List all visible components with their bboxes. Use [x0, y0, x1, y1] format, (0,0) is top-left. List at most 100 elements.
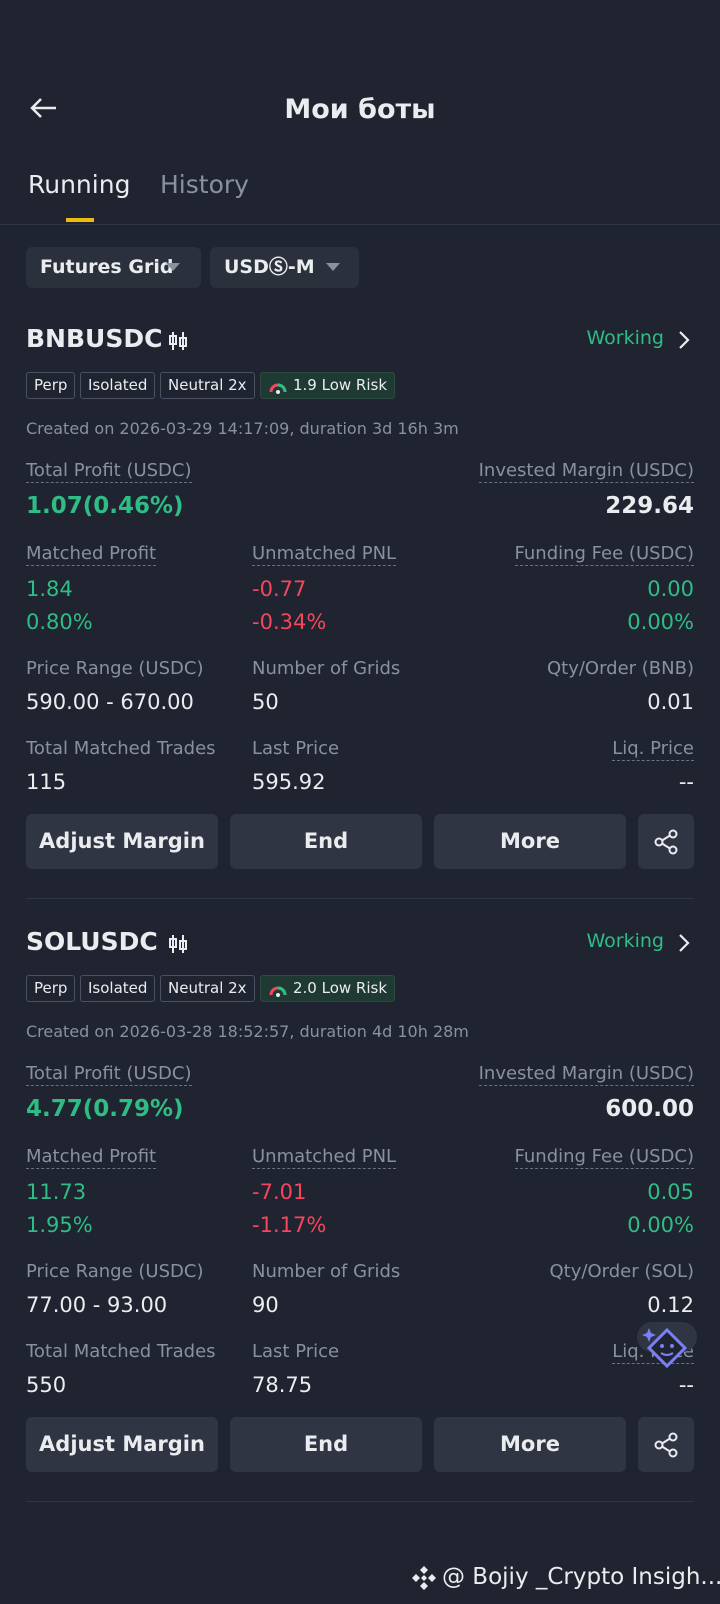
field-value: 595.92: [252, 770, 326, 794]
field-value: -7.01: [252, 1180, 307, 1204]
watermark-logo: [412, 1566, 436, 1590]
field-label: Qty/Order (SOL): [549, 1261, 694, 1282]
field-label: Price Range (USDC): [26, 658, 204, 679]
field-value: --: [678, 770, 694, 794]
bot-status[interactable]: Working: [586, 930, 665, 952]
field-value: 0.00%: [627, 610, 694, 634]
created-info: Created on 2026-03-29 14:17:09, duration…: [26, 419, 459, 438]
action-button[interactable]: End: [230, 814, 422, 869]
chart-icon: [168, 933, 190, 958]
dropdown-icon: [166, 263, 180, 271]
chevron[interactable]: [678, 330, 690, 353]
chart-icon: [168, 330, 190, 355]
field-value: 4.77(0.79%): [26, 1096, 184, 1122]
page-title: Мои боты: [284, 94, 436, 125]
tab[interactable]: Running: [28, 170, 131, 199]
field-label: Funding Fee (USDC): [514, 1146, 694, 1169]
share-button[interactable]: [638, 814, 694, 869]
action-button[interactable]: More: [434, 1417, 626, 1472]
field-label: Matched Profit: [26, 1146, 157, 1169]
field-label: Last Price: [252, 738, 340, 759]
dropdown-icon: [326, 263, 340, 271]
field-value: 600.00: [605, 1096, 694, 1122]
tag: Perp: [26, 975, 76, 1002]
field-value: 0.00%: [627, 1213, 694, 1237]
field-label: Unmatched PNL: [252, 1146, 397, 1169]
tab[interactable]: History: [160, 170, 249, 199]
action-button[interactable]: More: [434, 814, 626, 869]
field-label: Last Price: [252, 1341, 340, 1362]
filter-label: Futures Grid: [40, 256, 174, 278]
chevron-icon: [679, 934, 690, 952]
field-value: 90: [252, 1293, 279, 1317]
field-value: 590.00 - 670.00: [26, 690, 194, 714]
share-button-icon: [654, 1432, 678, 1457]
field-label: Number of Grids: [252, 658, 401, 679]
field-value: 115: [26, 770, 67, 794]
divider: [26, 1501, 694, 1502]
action-button[interactable]: Adjust Margin: [26, 814, 218, 869]
field-label: Total Matched Trades: [26, 1341, 216, 1362]
tab-indicator: [66, 218, 94, 222]
share-button-icon: [654, 829, 678, 854]
field-value: 77.00 - 93.00: [26, 1293, 168, 1317]
field-label: Invested Margin (USDC): [478, 460, 694, 483]
share-button[interactable]: [638, 1417, 694, 1472]
field-value: -1.17%: [252, 1213, 327, 1237]
field-label: Total Profit (USDC): [26, 460, 192, 483]
tag: Isolated: [80, 975, 156, 1002]
tag: Neutral 2x: [160, 372, 255, 399]
field-label: Funding Fee (USDC): [514, 543, 694, 566]
field-label: Liq. Price: [612, 738, 694, 761]
filter[interactable]: Futures Grid: [26, 247, 201, 288]
field-value: 50: [252, 690, 279, 714]
action-button[interactable]: End: [230, 1417, 422, 1472]
watermark: @ Bojiy _Crypto Insigh...: [442, 1564, 720, 1590]
chevron-icon: [679, 331, 690, 349]
field-value: 0.00: [647, 577, 694, 601]
field-value: -0.77: [252, 577, 307, 601]
divider: [26, 898, 694, 899]
field-value: 1.84: [26, 577, 73, 601]
field-label: Qty/Order (BNB): [546, 658, 694, 679]
field-label: Price Range (USDC): [26, 1261, 204, 1282]
field-label: Total Matched Trades: [26, 738, 216, 759]
bot-status[interactable]: Working: [586, 327, 665, 349]
field-label: Matched Profit: [26, 543, 157, 566]
assistant-button[interactable]: [635, 1318, 699, 1378]
back-button[interactable]: [28, 96, 58, 120]
bot-symbol: BNBUSDC: [26, 324, 163, 353]
tag: Isolated: [80, 372, 156, 399]
field-value: 1.95%: [26, 1213, 93, 1237]
action-button[interactable]: Adjust Margin: [26, 1417, 218, 1472]
risk-tag: 2.0 Low Risk: [260, 975, 396, 1002]
field-value: 1.07(0.46%): [26, 493, 184, 519]
field-value: 0.05: [647, 1180, 694, 1204]
field-value: --: [678, 1373, 694, 1397]
field-value: 0.80%: [26, 610, 93, 634]
created-info: Created on 2026-03-28 18:52:57, duration…: [26, 1022, 469, 1041]
field-value: 78.75: [252, 1373, 313, 1397]
chart-icon-icon: [169, 332, 187, 350]
field-value: 11.73: [26, 1180, 87, 1204]
field-label: Unmatched PNL: [252, 543, 397, 566]
tag: Neutral 2x: [160, 975, 255, 1002]
bot-symbol: SOLUSDC: [26, 927, 158, 956]
chart-icon-icon: [169, 935, 187, 953]
tag: Perp: [26, 372, 76, 399]
field-value: 550: [26, 1373, 67, 1397]
risk-gauge: [269, 986, 287, 997]
filter-label: USDⓈ-M: [224, 256, 315, 278]
divider: [0, 224, 720, 225]
field-label: Total Profit (USDC): [26, 1063, 192, 1086]
risk-tag: 1.9 Low Risk: [260, 372, 396, 399]
field-value: 0.01: [647, 690, 694, 714]
field-label: Invested Margin (USDC): [478, 1063, 694, 1086]
field-label: Number of Grids: [252, 1261, 401, 1282]
risk-gauge: [269, 383, 287, 394]
field-value: -0.34%: [252, 610, 327, 634]
chevron[interactable]: [678, 933, 690, 956]
filter[interactable]: USDⓈ-M: [210, 247, 359, 288]
field-value: 229.64: [605, 493, 694, 519]
